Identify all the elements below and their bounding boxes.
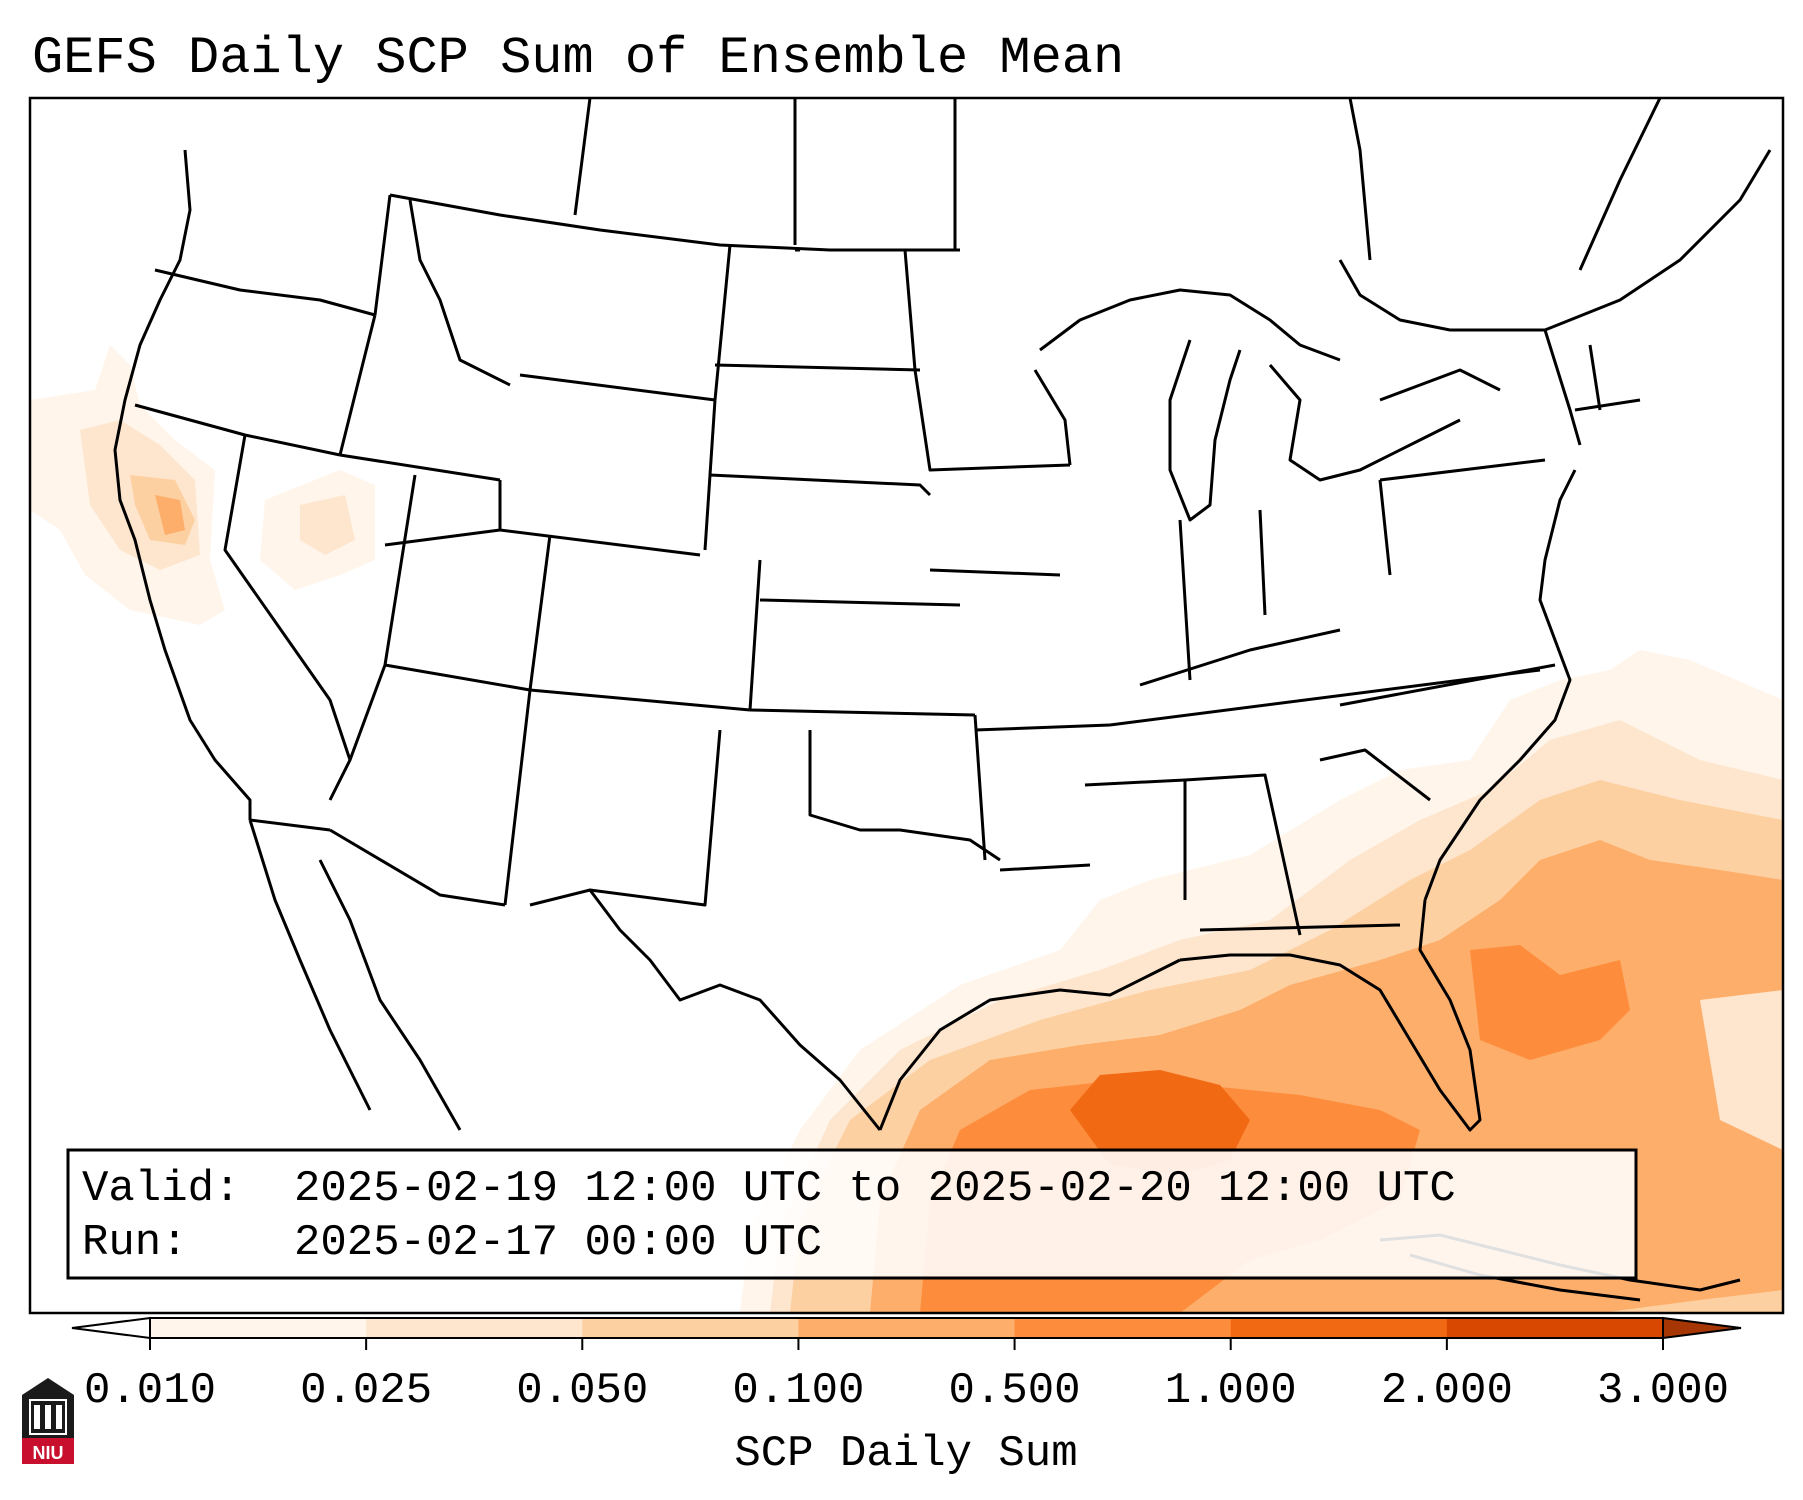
run-label: Run: bbox=[82, 1218, 188, 1268]
map-title: GEFS Daily SCP Sum of Ensemble Mean bbox=[32, 29, 1124, 88]
run-value: 2025-02-17 00:00 UTC bbox=[294, 1218, 822, 1268]
colorbar-extend-min bbox=[71, 1316, 151, 1340]
niu-logo: NIU bbox=[22, 1378, 74, 1464]
colorbar-segment bbox=[1014, 1318, 1232, 1338]
state-boundaries bbox=[113, 98, 1772, 1302]
colorbar-tick-label: 0.025 bbox=[300, 1366, 432, 1416]
colorbar-tick-label: 0.050 bbox=[516, 1366, 648, 1416]
valid-value: 2025-02-19 12:00 UTC to 2025-02-20 12:00… bbox=[294, 1164, 1456, 1214]
colorbar-segment bbox=[582, 1318, 799, 1338]
colorbar-tick-label: 2.000 bbox=[1381, 1366, 1513, 1416]
map-frame bbox=[28, 96, 1785, 1315]
colorbar-border bbox=[149, 1317, 1664, 1339]
niu-logo-text: NIU bbox=[33, 1443, 64, 1463]
colorbar-segment bbox=[798, 1318, 1016, 1338]
colorbar-tick-label: 3.000 bbox=[1597, 1366, 1729, 1416]
colorbar-tick-label: 0.100 bbox=[732, 1366, 864, 1416]
colorbar-segment bbox=[1446, 1318, 1664, 1338]
colorbar-tick-label: 1.000 bbox=[1165, 1366, 1297, 1416]
colorbar-tick-label: 0.010 bbox=[84, 1366, 216, 1416]
colorbar-segment bbox=[1230, 1318, 1448, 1338]
scp-shading-nevada bbox=[260, 470, 375, 590]
valid-label: Valid: bbox=[82, 1164, 240, 1214]
colorbar-label: SCP Daily Sum bbox=[734, 1429, 1077, 1479]
info-box: Valid: 2025-02-19 12:00 UTC to 2025-02-2… bbox=[66, 1148, 1638, 1280]
colorbar: 0.010 0.025 0.050 0.100 0.500 1.000 2.000 3.000 bbox=[71, 1316, 1742, 1416]
scp-shading-california bbox=[30, 345, 225, 625]
colorbar-segment bbox=[366, 1318, 583, 1338]
colorbar-extend-max bbox=[1662, 1316, 1742, 1340]
colorbar-segment bbox=[150, 1318, 367, 1338]
map-area bbox=[30, 98, 1783, 1313]
colorbar-tick-label: 0.500 bbox=[949, 1366, 1081, 1416]
